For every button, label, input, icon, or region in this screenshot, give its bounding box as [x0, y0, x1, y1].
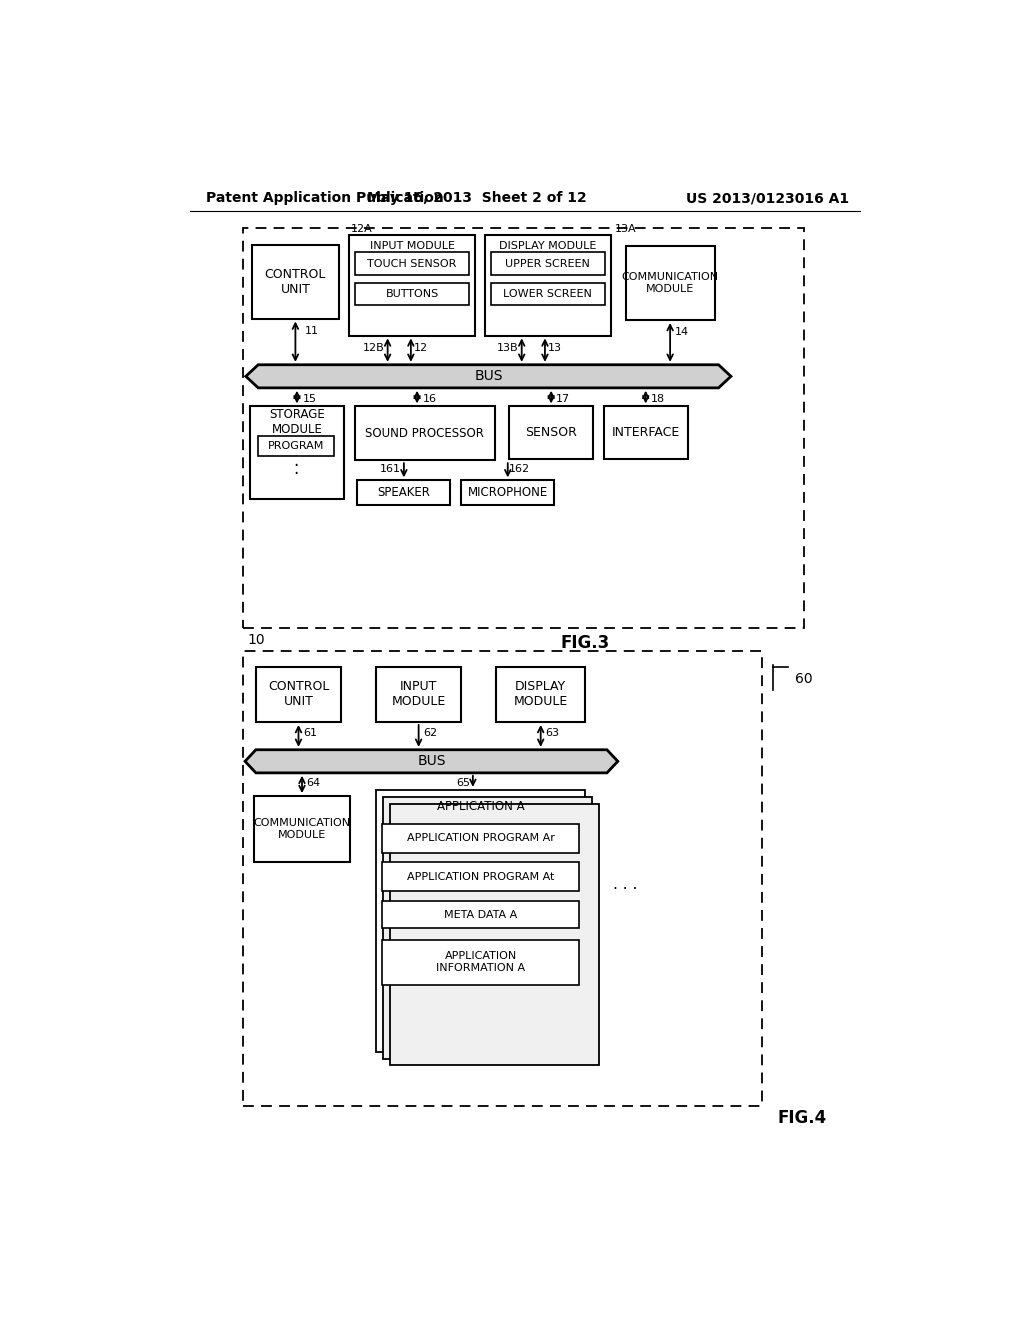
Text: FIG.4: FIG.4: [777, 1109, 826, 1127]
Text: 161: 161: [380, 465, 400, 474]
Text: 162: 162: [509, 465, 530, 474]
Text: INPUT
MODULE: INPUT MODULE: [391, 680, 445, 709]
Text: TOUCH SENSOR: TOUCH SENSOR: [368, 259, 457, 269]
Text: 11: 11: [305, 326, 318, 335]
Text: BUS: BUS: [474, 370, 503, 383]
Bar: [382, 824, 579, 853]
Text: 65: 65: [456, 777, 470, 788]
Bar: [349, 235, 475, 335]
Text: 63: 63: [546, 727, 559, 738]
Text: STORAGE
MODULE: STORAGE MODULE: [269, 408, 325, 436]
Text: COMMUNICATION
MODULE: COMMUNICATION MODULE: [253, 818, 350, 840]
Bar: [256, 667, 341, 722]
Bar: [355, 284, 469, 305]
Text: 14: 14: [675, 327, 689, 338]
Text: ·: ·: [294, 465, 299, 483]
Text: CONTROL
UNIT: CONTROL UNIT: [268, 680, 329, 709]
Text: SENSOR: SENSOR: [525, 426, 578, 440]
Text: 62: 62: [423, 727, 437, 738]
Bar: [383, 797, 592, 1059]
Bar: [461, 480, 554, 506]
Text: 12B: 12B: [362, 343, 385, 352]
Text: META DATA A: META DATA A: [444, 909, 517, 920]
Text: PROGRAM: PROGRAM: [268, 441, 325, 450]
Bar: [254, 796, 350, 862]
Text: 61: 61: [303, 727, 317, 738]
Text: 15: 15: [303, 393, 317, 404]
Text: 18: 18: [650, 393, 665, 404]
Text: APPLICATION
INFORMATION A: APPLICATION INFORMATION A: [436, 952, 525, 973]
Bar: [258, 436, 334, 455]
Text: INTERFACE: INTERFACE: [611, 426, 680, 440]
Bar: [382, 862, 579, 891]
Bar: [355, 407, 495, 461]
Text: 60: 60: [795, 672, 812, 686]
Text: 13B: 13B: [497, 343, 518, 352]
Text: Patent Application Publication: Patent Application Publication: [206, 191, 443, 206]
Text: 12A: 12A: [350, 224, 372, 234]
Text: 12: 12: [414, 343, 428, 352]
Bar: [243, 228, 804, 628]
Text: 13A: 13A: [614, 224, 636, 234]
Bar: [496, 667, 586, 722]
Text: CONTROL
UNIT: CONTROL UNIT: [265, 268, 326, 296]
Text: May 16, 2013  Sheet 2 of 12: May 16, 2013 Sheet 2 of 12: [367, 191, 587, 206]
Bar: [250, 407, 344, 499]
Bar: [490, 284, 604, 305]
Text: 64: 64: [306, 777, 321, 788]
Bar: [490, 252, 604, 276]
Text: INPUT MODULE: INPUT MODULE: [370, 242, 455, 251]
Bar: [355, 252, 469, 276]
Text: LOWER SCREEN: LOWER SCREEN: [503, 289, 592, 298]
Text: MICROPHONE: MICROPHONE: [468, 486, 548, 499]
Polygon shape: [245, 750, 617, 774]
Bar: [382, 902, 579, 928]
Bar: [626, 246, 715, 321]
Bar: [509, 407, 593, 459]
Text: UPPER SCREEN: UPPER SCREEN: [505, 259, 590, 269]
Bar: [376, 789, 586, 1052]
Text: 10: 10: [248, 634, 265, 647]
Text: DISPLAY
MODULE: DISPLAY MODULE: [514, 680, 568, 709]
Bar: [382, 940, 579, 985]
Bar: [357, 480, 451, 506]
Text: · · ·: · · ·: [613, 882, 638, 898]
Text: APPLICATION A: APPLICATION A: [437, 800, 524, 813]
Text: 13: 13: [548, 343, 562, 352]
Text: FIG.3: FIG.3: [560, 635, 610, 652]
Text: 16: 16: [423, 393, 437, 404]
Polygon shape: [246, 364, 731, 388]
Text: APPLICATION PROGRAM At: APPLICATION PROGRAM At: [407, 871, 554, 882]
Text: US 2013/0123016 A1: US 2013/0123016 A1: [686, 191, 849, 206]
Text: SOUND PROCESSOR: SOUND PROCESSOR: [366, 426, 484, 440]
Bar: [484, 235, 611, 335]
Text: SPEAKER: SPEAKER: [378, 486, 430, 499]
Bar: [390, 804, 599, 1065]
Bar: [604, 407, 687, 459]
Text: COMMUNICATION
MODULE: COMMUNICATION MODULE: [622, 272, 719, 294]
Text: 17: 17: [556, 393, 570, 404]
Bar: [243, 651, 762, 1106]
Text: BUTTONS: BUTTONS: [385, 289, 438, 298]
Bar: [376, 667, 461, 722]
Text: APPLICATION PROGRAM Ar: APPLICATION PROGRAM Ar: [407, 833, 555, 843]
Text: ·: ·: [294, 458, 299, 475]
Text: BUS: BUS: [417, 754, 445, 768]
Bar: [252, 244, 339, 318]
Text: DISPLAY MODULE: DISPLAY MODULE: [499, 242, 596, 251]
